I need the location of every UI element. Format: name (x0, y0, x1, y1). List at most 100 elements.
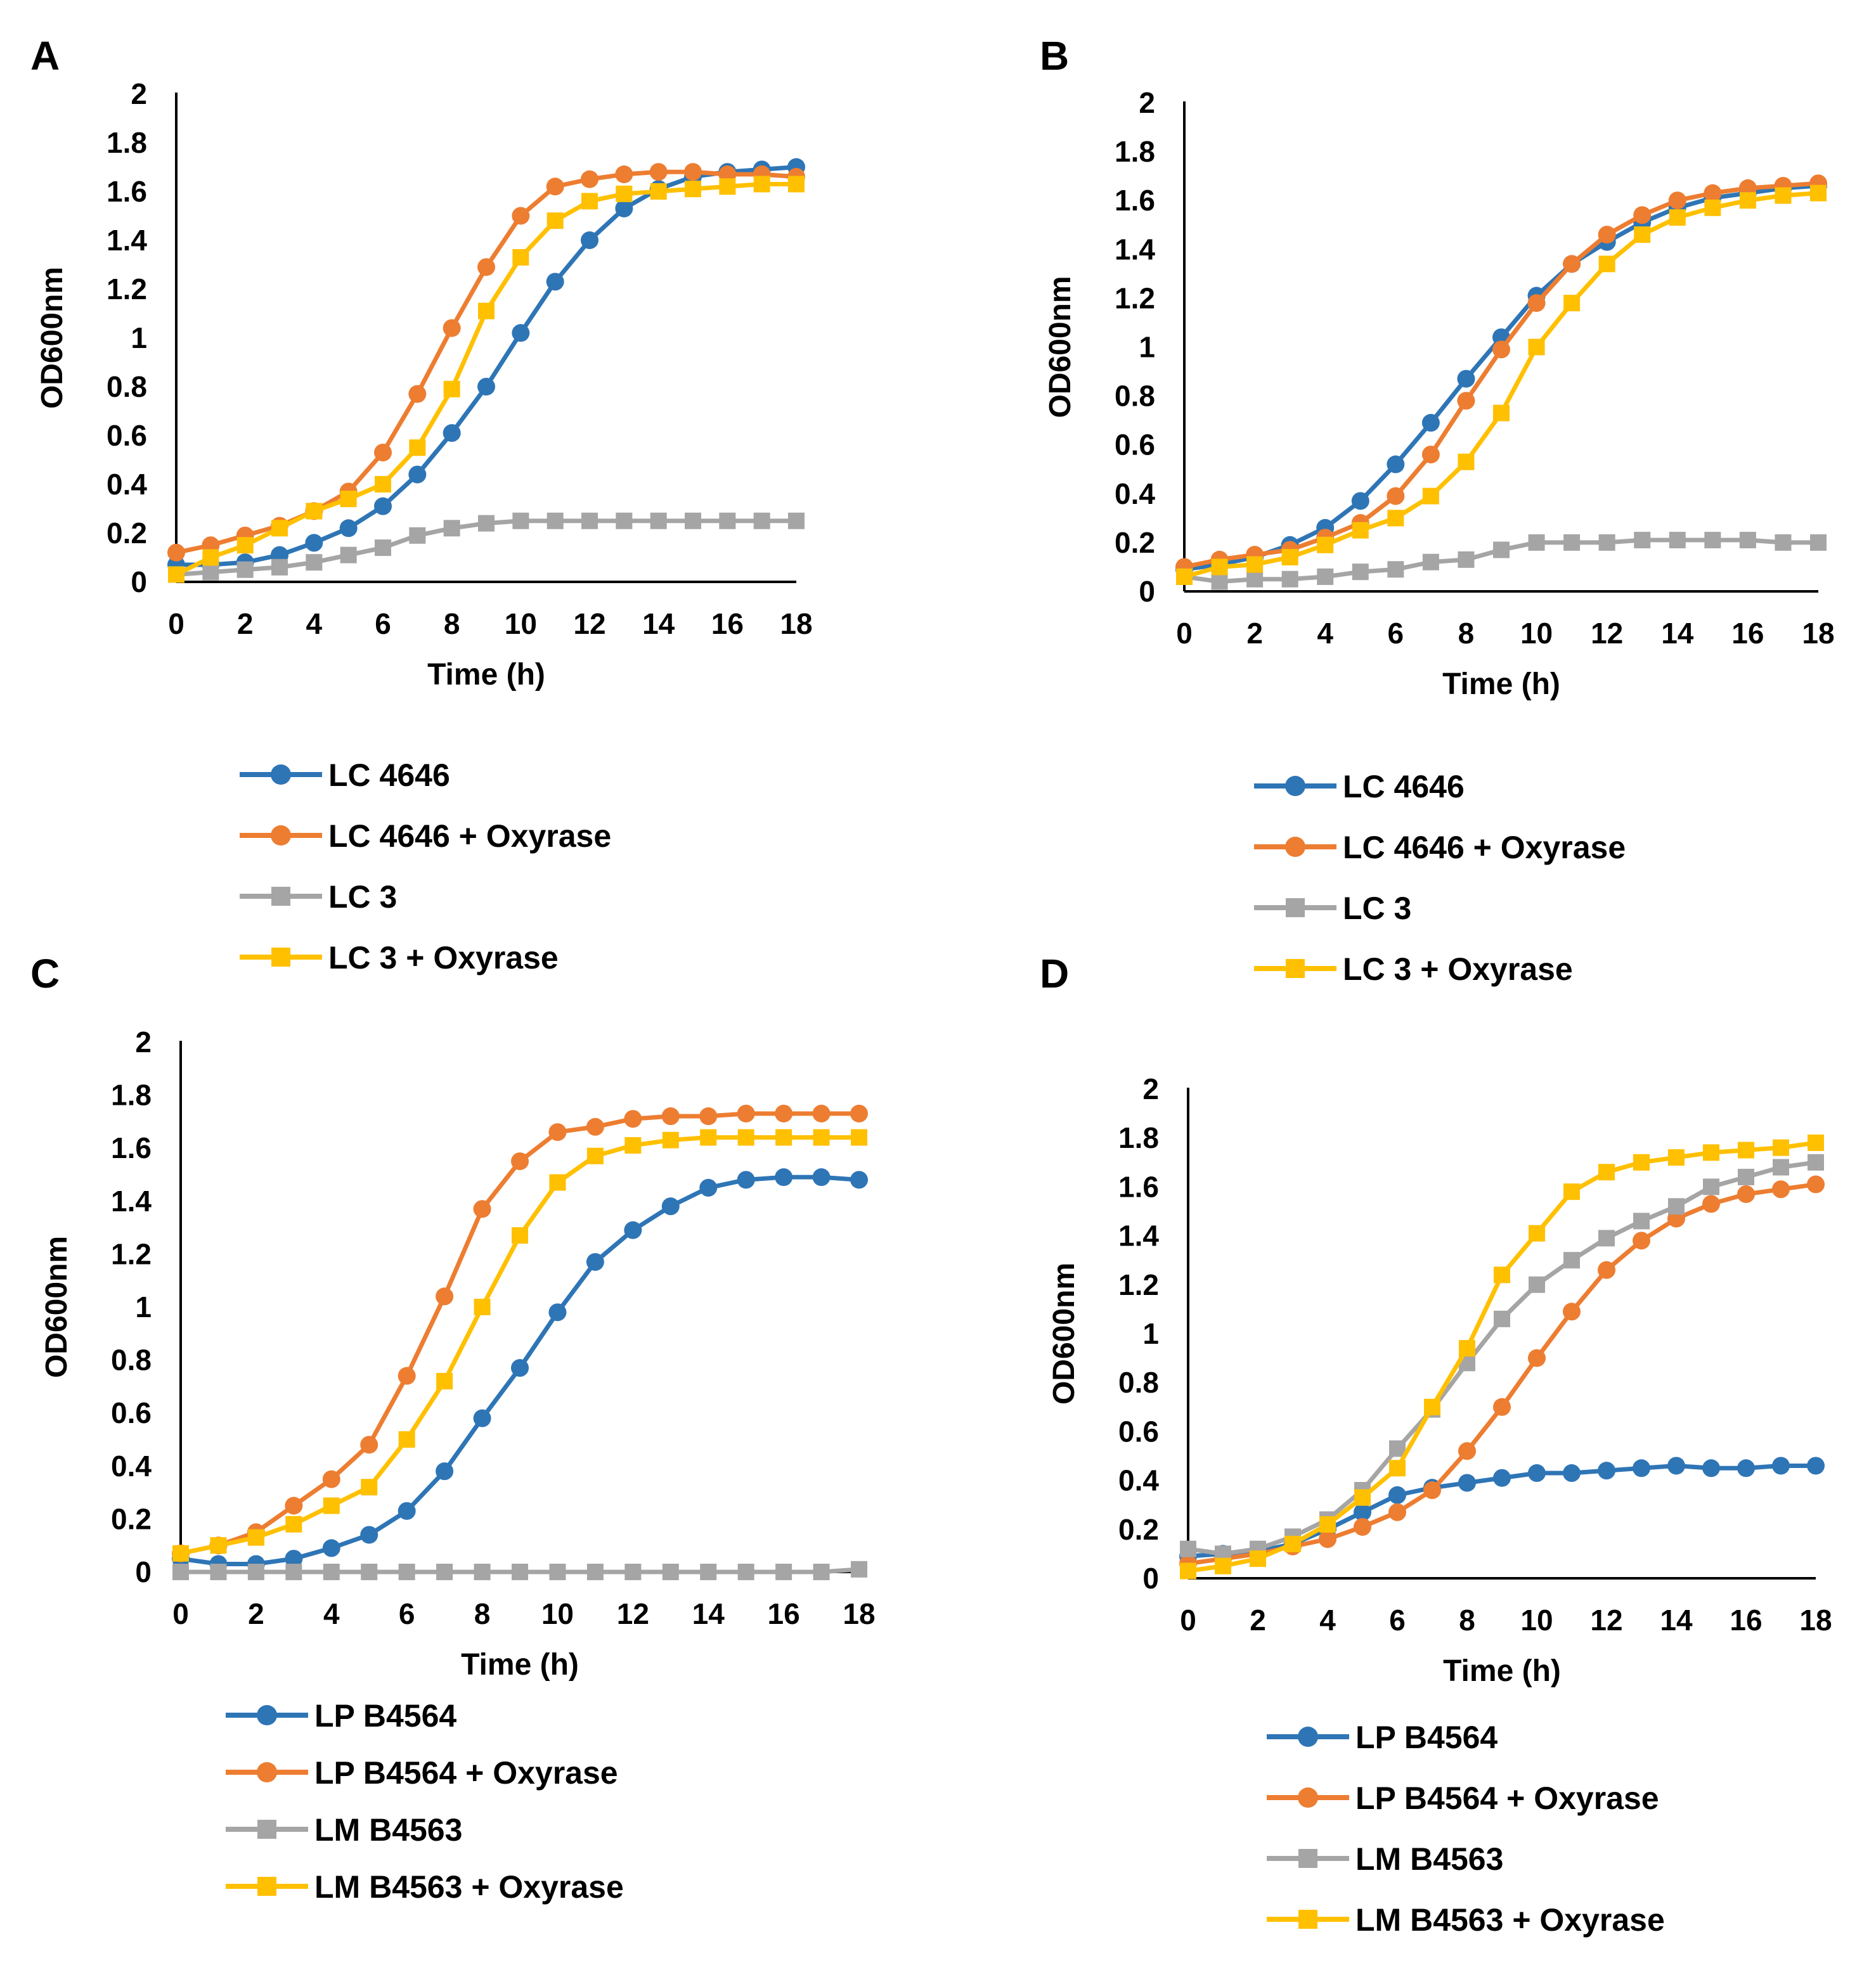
panel-a-y-tick-label: 1.4 (107, 224, 147, 257)
panel-c-letter: C (30, 951, 60, 996)
panel-d-x-tick-label: 2 (1250, 1604, 1266, 1637)
panel-c-series-lp-b4564-point (436, 1462, 454, 1481)
panel-c-legend-item-lp-b4564-oxyrase: LP B4564 + Oxyrase (226, 1755, 618, 1791)
panel-c-series-lm-b4563-point (210, 1564, 227, 1580)
panel-c-series-lm-b4563-oxyrase-point (851, 1129, 867, 1146)
panel-d-y-tick-label: 0.4 (1118, 1464, 1159, 1497)
panel-c-series-lm-b4563-oxyrase-point (775, 1129, 792, 1146)
panel-b-series-lc-3-point (1246, 570, 1264, 588)
panel-d-series-lm-b4563-point (1808, 1154, 1824, 1171)
panel-d-series-lp-b4564-oxyrase-point (1563, 1303, 1581, 1321)
panel-d-legend-item-lp-b4564-oxyrase-label: LP B4564 + Oxyrase (1355, 1780, 1659, 1816)
panel-b-series-lc-4646-oxyrase-point (1492, 340, 1510, 359)
panel-a-series-lc-3-point (340, 546, 357, 563)
panel-a-series-lc-3-point (719, 512, 736, 529)
panel-c-series-lm-b4563-oxyrase-point (285, 1516, 302, 1533)
panel-b-x-tick-label: 0 (1176, 617, 1193, 650)
panel-c-x-axis-title: Time (h) (461, 1648, 579, 1682)
panel-c-series-lm-b4563-point (737, 1564, 754, 1580)
panel-d-series-lp-b4564-point (1737, 1459, 1755, 1478)
panel-d-series-lm-b4563-point (1494, 1310, 1510, 1327)
panel-c-y-tick-label: 0.6 (111, 1396, 152, 1429)
panel-c-series-lm-b4563-point (813, 1564, 830, 1580)
panel-a-series-lc-4646-oxyrase-point (167, 543, 185, 562)
panel-b-x-axis-title: Time (h) (1442, 667, 1560, 701)
panel-d-series-lm-b4563-oxyrase-point (1668, 1149, 1685, 1166)
panel-b-x-tick-label: 2 (1246, 617, 1263, 650)
panel-c-series-lm-b4563-point (512, 1564, 528, 1580)
panel-d-series-lp-b4564-oxyrase (1179, 1175, 1825, 1573)
panel-d-series-lm-b4563-oxyrase-point (1389, 1460, 1406, 1477)
panel-b-legend-item-lc-3-oxyrase-swatch-marker (1286, 959, 1305, 978)
panel-c-series-lp-b4564-point (398, 1502, 416, 1520)
panel-a-x-axis-title: Time (h) (427, 658, 545, 692)
panel-a-series-lc-3-point (409, 527, 426, 544)
panel-d-series-lp-b4564-oxyrase-point (1354, 1517, 1371, 1536)
panel-c-series-lp-b4564-oxyrase-point (737, 1104, 755, 1123)
panel-a-series-lc-4646-oxyrase-point (443, 319, 461, 337)
panel-a-legend-item-lc-3-oxyrase-label: LC 3 + Oxyrase (328, 940, 559, 975)
panel-c-series-lp-b4564-point (511, 1359, 529, 1377)
panel-c-series-lp-b4564-point (548, 1303, 567, 1322)
panel-a-series-lc-3-oxyrase-point (340, 491, 357, 508)
panel-d-series-lp-b4564-oxyrase-point (1458, 1442, 1476, 1460)
panel-d-series-lp-b4564-oxyrase-point (1493, 1398, 1511, 1416)
panel-c-series-lp-b4564-oxyrase-point (775, 1104, 793, 1123)
panel-d-series-lm-b4563-point (1703, 1178, 1719, 1195)
panel-c-series-lm-b4563-oxyrase-point (247, 1529, 264, 1546)
panel-a-x-tick-label: 6 (375, 607, 391, 640)
panel-b-x-tick-label: 12 (1591, 617, 1623, 650)
panel-a-series-lc-4646-point (581, 231, 598, 249)
panel-b-series-lc-4646-point (1421, 414, 1440, 432)
panel-c-series-lp-b4564-oxyrase-point (436, 1287, 454, 1306)
panel-b: B 0 0.2 0.4 0.6 0.8 1 1.2 1.4 1.6 1.8 2 0 2 4 6 8 10 12 14 1… (1040, 33, 1835, 987)
panel-a-series-lc-3-oxyrase-point (719, 178, 736, 195)
panel-d-legend-item-lm-b4563-swatch-marker (1298, 1849, 1317, 1868)
panel-b-series-lc-3-point (1458, 551, 1475, 568)
panel-c-legend-item-lp-b4564-label: LP B4564 (314, 1698, 456, 1734)
panel-c-series-lm-b4563-oxyrase-point (737, 1129, 754, 1146)
panel-a-series-lc-3-point (236, 561, 254, 578)
panel-b-series-lc-3-point (1598, 534, 1615, 551)
panel-a-legend-item-lc-3-oxyrase-swatch-marker (271, 948, 290, 967)
panel-b-series-lc-4646-oxyrase-point (1387, 487, 1405, 505)
panel-b-series-lc-3-point (1704, 532, 1721, 549)
panel-b-series-lc-3-oxyrase-point (1563, 295, 1581, 312)
panel-b-y-tick-label: 1.2 (1115, 281, 1155, 314)
panel-b-y-axis-title: OD600nm (1044, 276, 1077, 418)
panel-c-series-lm-b4563-oxyrase-point (474, 1299, 491, 1315)
panel-b-letter: B (1040, 33, 1069, 79)
panel-d-series-lm-b4563-oxyrase-point (1808, 1134, 1824, 1151)
panel-a-series-lc-4646-oxyrase-point (684, 163, 702, 181)
panel-a-x-tick-label: 4 (306, 607, 323, 640)
panel-c-y-tick-label: 1.6 (111, 1131, 152, 1164)
panel-c-series-lm-b4563-oxyrase-point (549, 1174, 566, 1191)
panel-b-series-lc-3-oxyrase-point (1810, 184, 1827, 202)
panel-b-series-lc-3-oxyrase-point (1739, 192, 1756, 209)
panel-c-series-lm-b4563-point (172, 1564, 189, 1580)
panel-c-series-lm-b4563-point (247, 1564, 264, 1580)
panel-b-series-lc-4646-oxyrase-point (1598, 226, 1616, 244)
panel-d-y-tick-label: 2 (1142, 1072, 1159, 1105)
panel-c-series-lp-b4564-point (586, 1252, 604, 1271)
panel-b-series-lc-4646-oxyrase-point (1704, 184, 1722, 202)
panel-d-series-lm-b4563-point (1180, 1540, 1196, 1557)
panel-c-series-lm-b4563-point (549, 1564, 566, 1580)
panel-a-legend-item-lc-4646-oxyrase-label: LC 4646 + Oxyrase (328, 818, 611, 854)
panel-a-y-tick-label: 1.6 (107, 175, 147, 208)
panel-a-y-tick-label: 0.6 (107, 419, 147, 452)
panel-c-legend-item-lp-b4564-oxyrase-label: LP B4564 + Oxyrase (314, 1755, 618, 1791)
panel-c-series-lm-b4563-point (662, 1564, 679, 1580)
panel-a-y-tick-label: 1.2 (107, 273, 147, 306)
panel-d-series-lp-b4564-oxyrase-point (1772, 1180, 1790, 1199)
panel-c-y-axis-title: OD600nm (40, 1236, 74, 1378)
panel-b-series-lc-3-oxyrase-point (1176, 568, 1193, 585)
panel-d-series-lp-b4564-point (1633, 1459, 1650, 1478)
panel-c-series-lm-b4563-oxyrase-point (172, 1545, 189, 1562)
panel-c-series-lm-b4563-oxyrase-point (586, 1147, 604, 1164)
panel-c-series-lm-b4563-point (436, 1564, 453, 1580)
panel-a-x-tick-label: 10 (505, 607, 537, 640)
panel-a-series-lc-3-oxyrase-point (168, 566, 184, 583)
panel-d-series-lp-b4564-point (1563, 1464, 1581, 1483)
panel-d-series-lp-b4564-point (1598, 1462, 1615, 1480)
